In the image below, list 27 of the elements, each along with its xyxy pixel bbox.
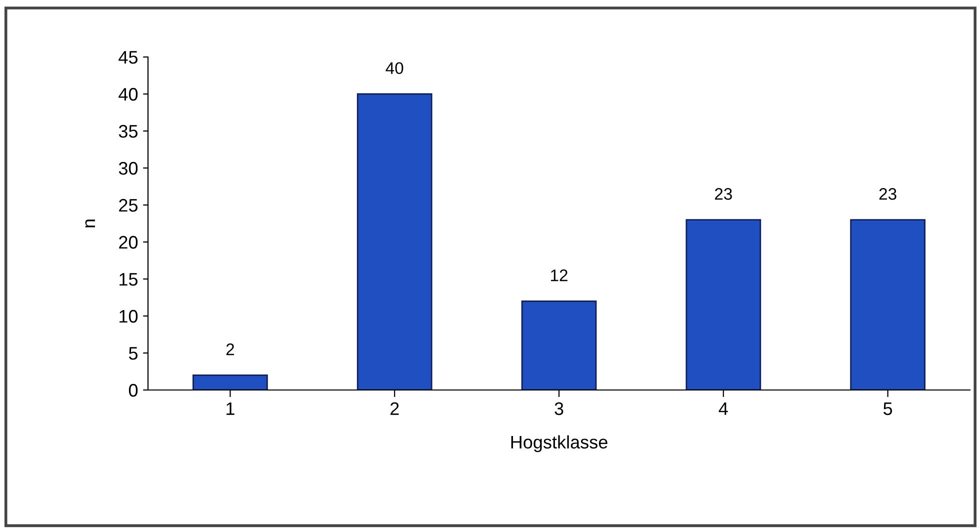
y-tick-label: 35 [118, 124, 138, 138]
bar [850, 219, 926, 390]
x-tick-label: 4 [718, 402, 728, 415]
bar [686, 219, 762, 390]
x-tick-label: 2 [390, 402, 399, 415]
x-tick-label: 1 [226, 402, 234, 415]
y-tick-label: 45 [118, 51, 138, 64]
bar [521, 300, 597, 390]
bar [192, 374, 268, 390]
y-tick-label: 20 [119, 236, 138, 249]
y-tick-label: 15 [120, 273, 138, 286]
y-tick-label: 25 [119, 198, 138, 212]
y-tick-label: 10 [120, 310, 138, 323]
data-label: 23 [714, 188, 732, 200]
y-axis-title: n [85, 220, 96, 228]
data-label: 40 [386, 62, 404, 74]
x-tick-label: 3 [554, 402, 564, 416]
bar [356, 93, 432, 390]
y-tick-label: 0 [128, 384, 138, 397]
data-label: 12 [551, 269, 568, 282]
y-tick-label: 30 [118, 162, 138, 175]
data-label: 23 [879, 188, 896, 200]
data-label: 2 [226, 343, 234, 356]
x-tick-label: 5 [884, 402, 892, 416]
y-tick-label: 40 [118, 88, 138, 101]
y-tick-label: 5 [128, 347, 138, 360]
x-axis-title: Hogstklasse [511, 435, 608, 452]
